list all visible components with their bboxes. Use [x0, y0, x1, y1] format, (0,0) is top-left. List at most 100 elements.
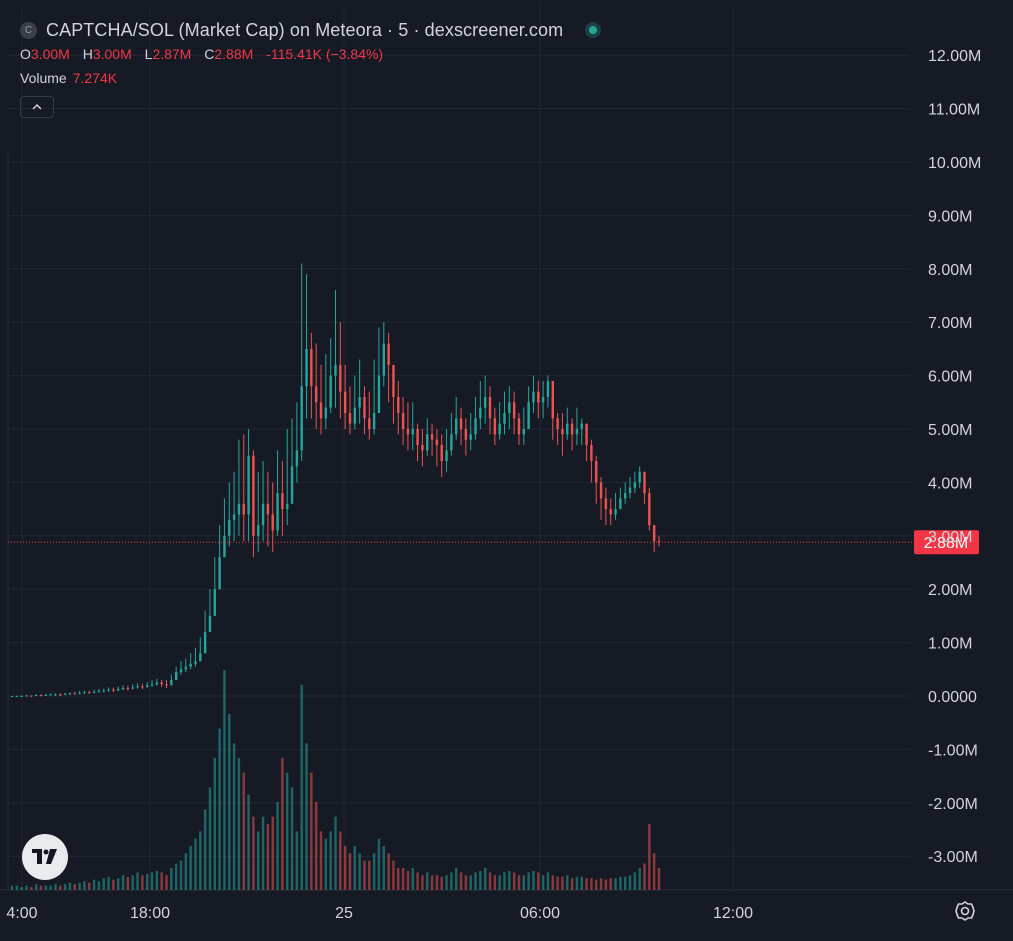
candle-body [498, 423, 501, 435]
volume-bar [199, 831, 202, 890]
volume-bar [63, 884, 67, 890]
volume-bar [633, 872, 637, 890]
volume-bar [15, 885, 19, 890]
volume-bar [643, 863, 646, 890]
volume-label: Volume [20, 70, 67, 86]
volume-bar [517, 875, 521, 890]
volume-bar [92, 879, 96, 890]
candle-body [339, 364, 342, 392]
candle-body [102, 690, 105, 692]
candle-body [551, 380, 554, 419]
volume-bar [102, 878, 105, 890]
volume-bar [155, 870, 159, 890]
volume-bar [266, 824, 270, 890]
candle-body [411, 429, 414, 435]
volume-bar [508, 870, 511, 890]
volume-bar [213, 758, 216, 890]
candle-body [141, 686, 144, 688]
chevron-up-icon [32, 103, 42, 110]
collapse-legend-button[interactable] [20, 96, 54, 118]
close-value: 2.88M [214, 46, 254, 62]
close-label: C [204, 46, 215, 62]
volume-bar [512, 872, 516, 890]
volume-bar [368, 860, 371, 890]
candle-body [49, 694, 52, 696]
candle-body [15, 696, 19, 697]
market-status-dot-icon[interactable] [589, 26, 598, 34]
chart-title: CAPTCHA/SOL (Market Cap) on Meteora · 5 … [46, 19, 564, 40]
candle-body [39, 694, 43, 696]
candle-body [624, 493, 627, 499]
y-tick-label: 6.00M [928, 369, 972, 386]
candle-body [348, 412, 352, 424]
volume-bar [145, 873, 149, 890]
candle-body [633, 482, 637, 488]
volume-bar [319, 831, 323, 890]
volume-bar [464, 875, 468, 890]
settings-gear-icon[interactable] [954, 900, 976, 922]
volume-bar [49, 885, 52, 890]
volume-bar [261, 816, 265, 890]
candle-body [430, 434, 434, 440]
candle-body [228, 519, 231, 536]
y-tick-label: -1.00M [928, 742, 978, 759]
candle-body [25, 695, 28, 697]
volume-bar [257, 831, 260, 890]
candle-body [92, 691, 96, 693]
volume-bar [160, 872, 163, 890]
candle-body [257, 525, 260, 536]
volume-bar [68, 882, 72, 890]
volume-bar [131, 875, 134, 890]
volume-bar [537, 872, 540, 890]
candle-body [88, 692, 91, 694]
volume-bar [411, 868, 414, 890]
volume-bar [652, 853, 656, 890]
candle-body [392, 364, 395, 397]
candle-body [406, 429, 410, 435]
volume-bar [406, 870, 410, 890]
volume-bar [628, 875, 632, 890]
volume-bar [556, 876, 559, 890]
candle-body [203, 631, 207, 654]
volume-bar [522, 875, 526, 890]
volume-bar [580, 876, 583, 890]
volume-bar [474, 872, 477, 890]
volume-bar [165, 875, 168, 890]
candle-body [363, 396, 366, 419]
candle-body [266, 503, 270, 515]
volume-bar [435, 875, 439, 890]
volume-bar [416, 872, 419, 890]
volume-bar [657, 868, 661, 890]
candle-body [358, 396, 361, 408]
volume-bar [619, 876, 622, 890]
y-tick-label: 12.00M [928, 48, 981, 65]
volume-bar [73, 884, 76, 890]
candle-body [290, 466, 294, 504]
volume-bar [387, 853, 390, 890]
candle-body [609, 509, 612, 515]
candle-body [145, 685, 149, 687]
open-value: 3.00M [30, 46, 70, 62]
candle-body [614, 509, 617, 515]
candle-body [469, 434, 472, 440]
candle-body [271, 514, 274, 531]
candle-body [585, 423, 588, 446]
volume-bar [382, 846, 385, 890]
tradingview-logo-icon[interactable] [22, 834, 68, 880]
symbol-icon[interactable]: C [20, 21, 37, 39]
candle-body [68, 693, 72, 695]
candle-body [590, 445, 593, 462]
candle-body [121, 687, 125, 690]
axes: 12.00M 11.00M 10.00M 9.00M 8.00M 7.00M 6.00M 5.… [6, 48, 981, 922]
candles [10, 263, 661, 698]
candle-body [237, 503, 241, 515]
tv-logo-mark [32, 849, 57, 864]
volume-bar [503, 872, 506, 890]
volume-bar [551, 875, 554, 890]
candle-body [652, 525, 656, 542]
volume-bar [421, 875, 424, 890]
volume-bar [208, 787, 212, 890]
candle-body [628, 487, 632, 494]
